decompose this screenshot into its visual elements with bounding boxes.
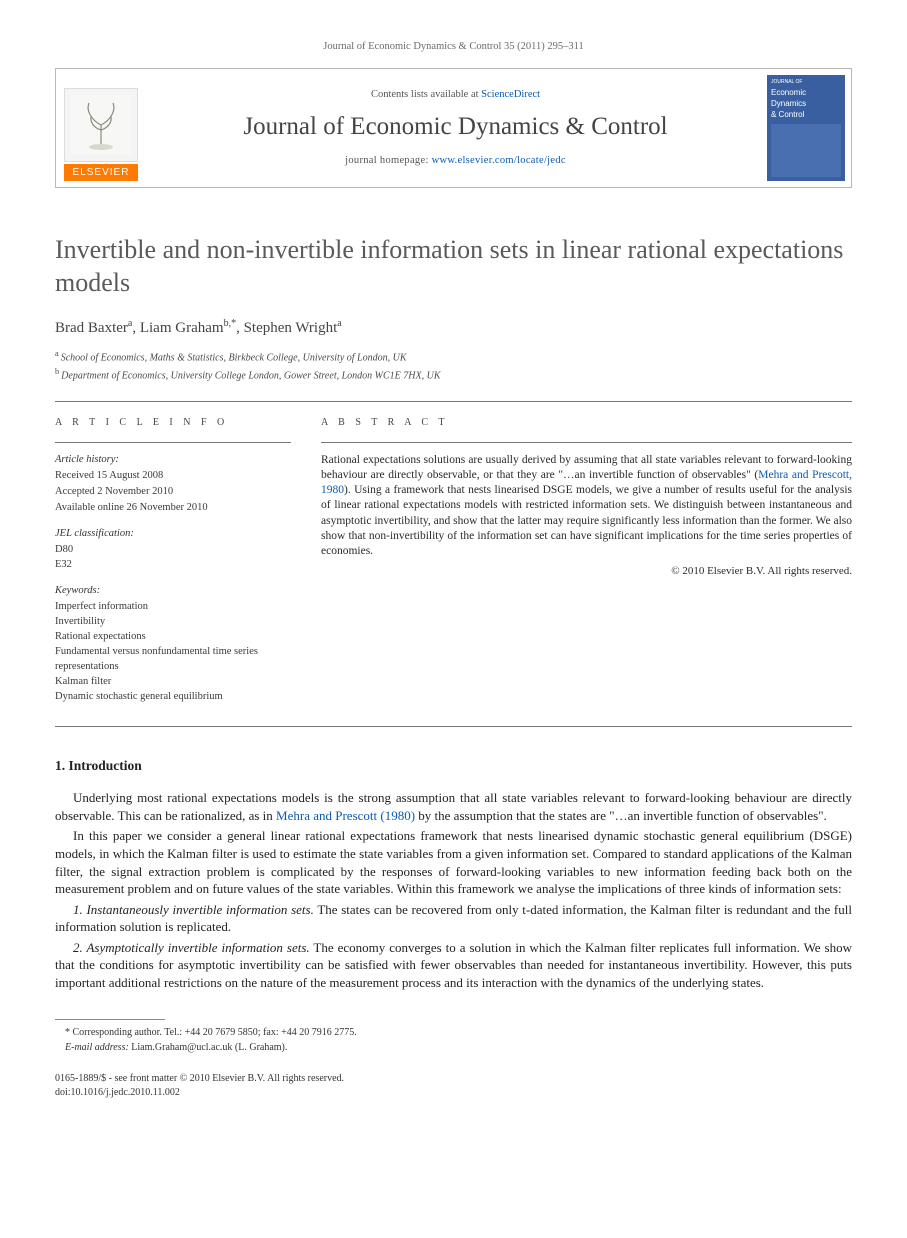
footnote-block: * Corresponding author. Tel.: +44 20 767… — [55, 1026, 852, 1054]
journal-cover-thumb: JOURNAL OF Economic Dynamics & Control — [767, 75, 845, 181]
article-title: Invertible and non-invertible informatio… — [55, 234, 852, 299]
abstract-text-post: ). Using a framework that nests linearis… — [321, 484, 852, 557]
keyword-item: Fundamental versus nonfundamental time s… — [55, 645, 291, 673]
item-2-lead: 2. Asymptotically invertible information… — [73, 940, 310, 955]
doi-line: doi:10.1016/j.jedc.2010.11.002 — [55, 1086, 852, 1100]
issn-doi-block: 0165-1889/$ - see front matter © 2010 El… — [55, 1072, 852, 1099]
keyword-item: Kalman filter — [55, 675, 291, 689]
email-value: Liam.Graham@ucl.ac.uk (L. Graham). — [129, 1042, 288, 1053]
history-online: Available online 26 November 2010 — [55, 501, 291, 515]
elsevier-logo-box: ELSEVIER — [56, 69, 144, 187]
abstract-heading: A B S T R A C T — [321, 416, 852, 430]
affiliation-a: School of Economics, Maths & Statistics,… — [61, 353, 407, 364]
elsevier-tree-icon — [64, 88, 138, 162]
section-1-heading: 1. Introduction — [55, 757, 852, 775]
cover-title-2: Dynamics — [771, 100, 841, 109]
issn-line: 0165-1889/$ - see front matter © 2010 El… — [55, 1072, 852, 1086]
abstract-divider — [321, 442, 852, 443]
article-meta-row: A R T I C L E I N F O Article history: R… — [55, 402, 852, 726]
section-1: 1. Introduction Underlying most rational… — [55, 757, 852, 991]
journal-homepage-link[interactable]: www.elsevier.com/locate/jedc — [432, 155, 566, 166]
authors-line: Brad Baxtera, Liam Grahamb,*, Stephen Wr… — [55, 317, 852, 338]
intro-item-1: 1. Instantaneously invertible informatio… — [55, 901, 852, 936]
intro-item-2: 2. Asymptotically invertible information… — [55, 939, 852, 992]
author-2: Liam Graham — [140, 320, 224, 336]
journal-homepage-line: journal homepage: www.elsevier.com/locat… — [345, 154, 566, 168]
author-2-affil: b, — [224, 318, 232, 329]
author-3: Stephen Wright — [244, 320, 338, 336]
elsevier-label: ELSEVIER — [64, 164, 138, 182]
p1-post: by the assumption that the states are "…… — [415, 808, 827, 823]
jel-label: JEL classification: — [55, 527, 291, 541]
history-received: Received 15 August 2008 — [55, 469, 291, 483]
divider-bottom — [55, 726, 852, 727]
intro-paragraph-2: In this paper we consider a general line… — [55, 827, 852, 897]
article-info-heading: A R T I C L E I N F O — [55, 416, 291, 430]
affiliation-b: Department of Economics, University Coll… — [61, 370, 440, 381]
keyword-item: Invertibility — [55, 615, 291, 629]
info-divider — [55, 442, 291, 443]
sciencedirect-link[interactable]: ScienceDirect — [481, 89, 540, 100]
corresponding-author-note: * Corresponding author. Tel.: +44 20 767… — [55, 1026, 852, 1040]
contents-available-line: Contents lists available at ScienceDirec… — [371, 88, 540, 102]
copyright-line: © 2010 Elsevier B.V. All rights reserved… — [321, 564, 852, 579]
cover-title-1: Economic — [771, 89, 841, 98]
keyword-item: Dynamic stochastic general equilibrium — [55, 690, 291, 704]
journal-name: Journal of Economic Dynamics & Control — [243, 110, 667, 144]
p1-citation-link[interactable]: Mehra and Prescott (1980) — [276, 808, 415, 823]
item-1-lead: 1. Instantaneously invertible informatio… — [73, 902, 314, 917]
cover-body — [771, 124, 841, 177]
history-accepted: Accepted 2 November 2010 — [55, 485, 291, 499]
article-info-column: A R T I C L E I N F O Article history: R… — [55, 402, 291, 726]
jel-code-1: D80 — [55, 543, 291, 557]
abstract-body: Rational expectations solutions are usua… — [321, 453, 852, 560]
citation-line: Journal of Economic Dynamics & Control 3… — [55, 40, 852, 54]
author-3-affil: a — [337, 318, 341, 329]
homepage-prefix: journal homepage: — [345, 155, 431, 166]
history-label: Article history: — [55, 453, 291, 467]
cover-top-text: JOURNAL OF — [771, 79, 841, 86]
jel-code-2: E32 — [55, 558, 291, 572]
author-1: Brad Baxter — [55, 320, 128, 336]
cover-title-3: & Control — [771, 111, 841, 120]
keyword-item: Rational expectations — [55, 630, 291, 644]
journal-header-card: ELSEVIER Contents lists available at Sci… — [55, 68, 852, 188]
affiliations: aSchool of Economics, Maths & Statistics… — [55, 348, 852, 383]
author-1-affil: a — [128, 318, 132, 329]
contents-prefix: Contents lists available at — [371, 89, 481, 100]
email-label: E-mail address: — [65, 1042, 129, 1053]
footnote-rule — [55, 1019, 165, 1020]
abstract-column: A B S T R A C T Rational expectations so… — [321, 402, 852, 726]
keywords-label: Keywords: — [55, 584, 291, 598]
header-center: Contents lists available at ScienceDirec… — [144, 69, 767, 187]
intro-paragraph-1: Underlying most rational expectations mo… — [55, 789, 852, 824]
keyword-item: Imperfect information — [55, 600, 291, 614]
corresponding-star-icon: * — [231, 318, 236, 329]
